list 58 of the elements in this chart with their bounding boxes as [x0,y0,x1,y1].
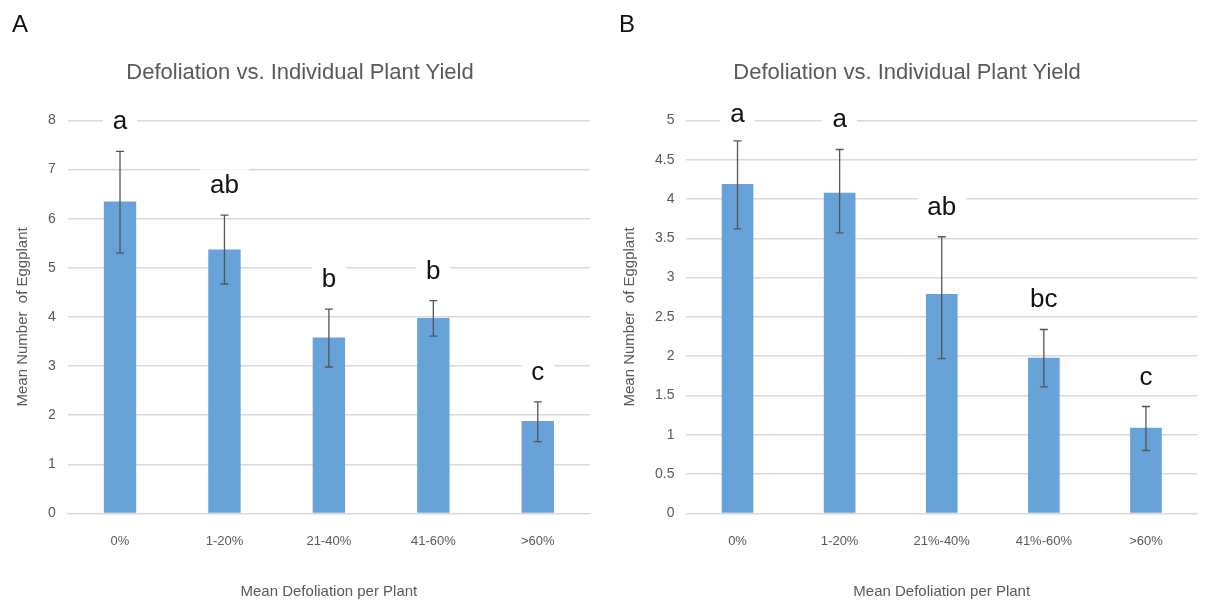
chart-title: Defoliation vs. Individual Plant Yield [126,59,474,85]
y-axis-title: Mean Number of Eggplant [620,226,638,407]
x-tick-label: >60% [1129,532,1164,548]
bar [417,317,450,513]
x-tick-label: >60% [520,532,556,548]
y-tick-label: 1 [47,455,56,472]
y-tick-label: 2.5 [654,307,675,324]
annotation: a [730,98,746,129]
bar [103,201,137,513]
bar [925,294,958,513]
annotation: ab [927,190,957,221]
annotation: b [321,263,337,294]
text: A [12,10,29,38]
y-tick-label: 4 [666,189,675,206]
y-tick-label: 1 [666,425,675,442]
y-tick-label: 3 [666,268,675,285]
annotation: a [112,105,128,136]
x-tick-label: 41%-60% [1015,532,1073,548]
annotation: c [1139,360,1153,391]
annotation: bc [1030,283,1058,314]
y-tick-label: 4.5 [654,150,675,167]
y-tick-label: 8 [47,111,56,128]
x-axis-title: Mean Defoliation per Plant [240,582,419,600]
bar [312,337,346,513]
y-tick-label: 5 [47,258,56,275]
x-axis-title: Mean Defoliation per Plant [853,582,1031,600]
x-tick-label: 21%-40% [913,532,971,548]
annotation: b [426,254,441,285]
y-tick-label: 6 [47,209,56,226]
y-tick-label: 5 [666,111,675,128]
annotation: c [531,355,545,386]
chart-title: Defoliation vs. Individual Plant Yield [733,59,1081,85]
y-tick-label: 4 [47,307,56,324]
bar [208,249,241,513]
x-tick-label: 0% [110,532,130,548]
bar [721,184,754,513]
text: B [619,10,636,38]
annotation: ab [209,169,239,200]
annotation: a [832,103,848,134]
bar [823,192,856,513]
y-tick-label: 1.5 [654,386,675,403]
y-tick-label: 2 [47,406,56,423]
x-tick-label: 21-40% [306,532,352,548]
y-tick-label: 3 [47,356,56,373]
y-tick-label: 2 [666,347,675,364]
bar [521,421,554,513]
x-tick-label: 41-60% [410,532,457,548]
y-tick-label: 0.5 [654,464,675,481]
x-tick-label: 0% [728,532,748,548]
y-tick-label: 0 [666,504,675,521]
y-tick-label: 3.5 [654,229,675,246]
bar [1028,357,1060,513]
y-tick-label: 7 [47,160,56,177]
x-tick-label: 1-20% [205,532,244,548]
y-axis-title: Mean Number of Eggplant [13,226,31,407]
x-tick-label: 1-20% [820,532,859,548]
bar [1130,427,1162,513]
y-tick-label: 0 [47,504,56,521]
